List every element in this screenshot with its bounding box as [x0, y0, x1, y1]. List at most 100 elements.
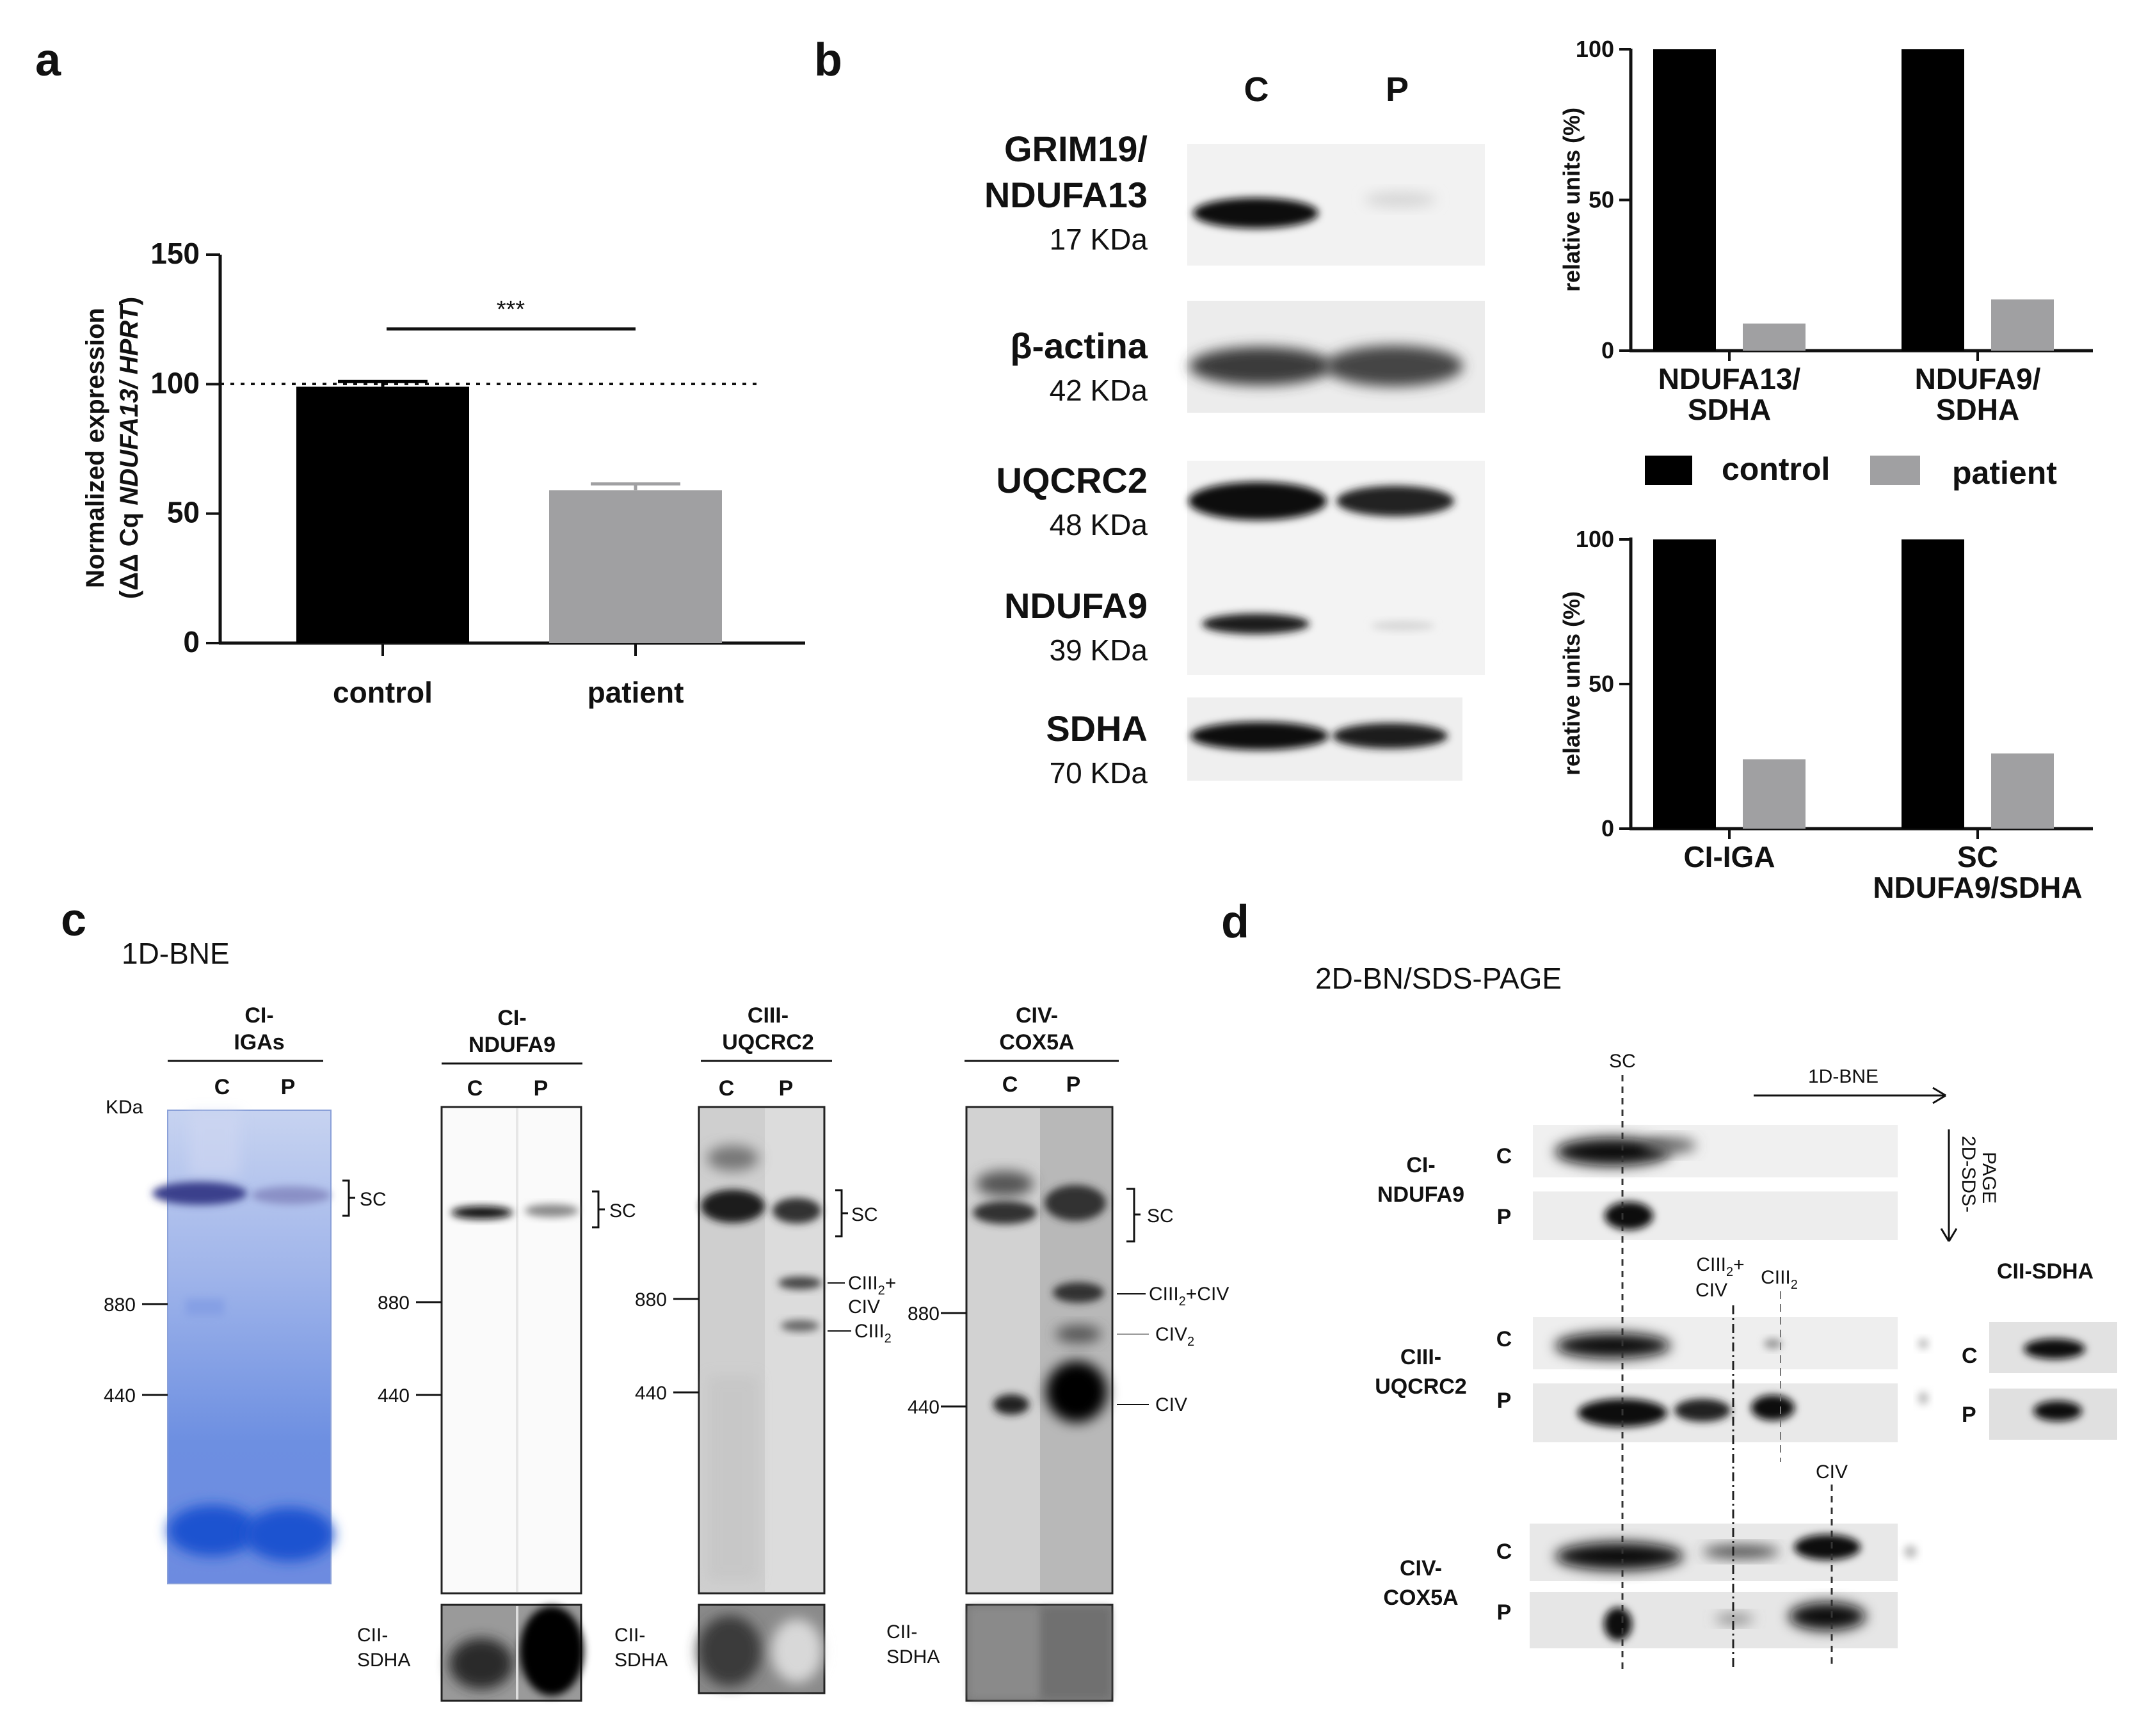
bar-patient	[1743, 759, 1806, 829]
blot-size-actin: 42 KDa	[1050, 374, 1148, 407]
mark-civ: CIV	[1816, 1461, 1848, 1483]
legend-swatch-patient	[1870, 456, 1920, 485]
marker-440: 440	[104, 1385, 136, 1406]
lane-c: C	[719, 1076, 735, 1101]
panel-label-d: d	[1221, 896, 1249, 948]
y-axis-label-line1: Normalized expression	[81, 308, 109, 588]
chart-b-bottom: relative units (%) 0 50 100 CI-IGA SCNDUFA9/…	[1558, 526, 2093, 904]
panel-label-b: b	[814, 35, 842, 86]
band-sc: SC	[851, 1204, 878, 1225]
legend-label-control: control	[1722, 451, 1830, 487]
band-civ2: CIV2	[1155, 1324, 1194, 1349]
blot-ndufa13	[1187, 144, 1485, 266]
lane-c: C	[467, 1076, 483, 1101]
legend-swatch-control	[1645, 456, 1692, 485]
lane-p: P	[779, 1076, 794, 1101]
row-c: C	[1496, 1327, 1512, 1351]
legend: control patient	[1645, 451, 2057, 491]
block-name-line2: NDUFA9	[1377, 1183, 1464, 1207]
x-tick-label: NDUFA9/	[1915, 362, 2041, 395]
blot-name-actin: β-actina	[1010, 326, 1148, 366]
y-axis-label-line2: (ΔΔ Cq NDUFA13/ HPRT)	[115, 297, 143, 599]
panel-label-c: c	[61, 895, 86, 946]
row-c: C	[1496, 1540, 1512, 1564]
marker-880: 880	[635, 1289, 667, 1310]
first-dimension-label: 1D-BNE	[1808, 1066, 1878, 1087]
2d-block-ci-ndufa9: CI- NDUFA9 C P	[1377, 1125, 1898, 1240]
y-tick-label: 0	[1601, 337, 1614, 363]
bar-patient	[1991, 299, 2054, 351]
second-dimension-label-line1: 2D-SDS-	[1958, 1136, 1979, 1213]
band-sc: SC	[1147, 1206, 1174, 1227]
y-tick-label: 150	[150, 237, 200, 270]
gel-title-line1: CI-	[244, 1003, 273, 1028]
loading-label-line2: SDHA	[886, 1646, 940, 1668]
blot-size-sdha: 70 KDa	[1050, 756, 1148, 790]
gel-title-line2: IGAs	[234, 1030, 284, 1055]
bar-control	[1902, 539, 1964, 829]
block-name-line1: CIII-	[1400, 1345, 1441, 1369]
blot-size-uqcrc2: 48 KDa	[1050, 508, 1148, 541]
blot-uqcrc2-ndufa9	[1187, 461, 1485, 675]
2d-block-civ-cox5a: CIV- COX5A CIV C P	[1383, 1461, 1917, 1648]
block-name-line1: CI-	[1406, 1153, 1435, 1177]
lane-p: P	[534, 1076, 549, 1101]
block-name-line2: UQCRC2	[1375, 1374, 1467, 1399]
loading-label-line1: CII-	[614, 1625, 645, 1646]
y-tick-label: 0	[183, 625, 200, 658]
blot-actin	[1187, 301, 1485, 413]
gel-title-line2: NDUFA9	[468, 1033, 556, 1057]
x-tick-label: SDHA	[1936, 393, 2019, 426]
chart-a: *** Normalized expression (ΔΔ Cq NDUFA13…	[81, 237, 805, 709]
legend-label-patient: patient	[1952, 455, 2057, 491]
mark-ciii2: CIII2	[1761, 1267, 1798, 1292]
lane-label-control: C	[1244, 70, 1269, 109]
lane-label-patient: P	[1386, 70, 1409, 109]
2d-block-ciii-uqcrc2: CIII- UQCRC2 C P CIII2+ CIV CIII2 CII-SD…	[1375, 1254, 2117, 1442]
bar-patient	[1743, 323, 1806, 351]
cii-row-c: C	[1962, 1344, 1978, 1368]
band-ciii2: CIII2	[854, 1321, 892, 1346]
marker-880: 880	[908, 1303, 940, 1325]
cii-sdha-label: CII-SDHA	[1997, 1259, 2094, 1284]
mark-ciii2-civ: CIII2+	[1696, 1254, 1744, 1279]
marker-880: 880	[378, 1293, 410, 1314]
cii-row-p: P	[1962, 1403, 1976, 1427]
bar-patient	[1991, 753, 2054, 829]
y-tick-label: 50	[1589, 187, 1614, 213]
x-tick-label: NDUFA9/SDHA	[1873, 871, 2082, 904]
y-axis-label: relative units (%)	[1558, 591, 1585, 776]
chart-b-top: relative units (%) 050100NDUFA13/SDHANDU…	[1558, 36, 2093, 426]
band-ciii2-civ: CIII2+	[848, 1273, 896, 1298]
blot-size-ndufa13: 17 KDa	[1050, 223, 1148, 256]
chart-a-marks: 0 50 100 150 control patient	[150, 237, 722, 709]
lane-c: C	[214, 1075, 230, 1099]
lane-p: P	[281, 1075, 296, 1099]
band-sc: SC	[609, 1200, 636, 1222]
y-tick-label: 100	[1576, 526, 1614, 552]
x-tick-label: NDUFA13/	[1658, 362, 1801, 395]
block-name-line1: CIV-	[1400, 1556, 1442, 1581]
y-tick-label: 100	[1576, 36, 1614, 62]
blot-sdha	[1187, 697, 1462, 781]
gel-title-line2: COX5A	[999, 1030, 1074, 1055]
bar-control	[1653, 539, 1716, 829]
gel-title-line1: CIV-	[1016, 1003, 1058, 1028]
x-tick-label-patient: patient	[588, 676, 684, 709]
loading-label-line1: CII-	[357, 1625, 388, 1646]
gel-title-line1: CIII-	[748, 1003, 789, 1028]
x-tick-label: SC	[1957, 840, 1998, 873]
mark-ciii2-civ-line2: CIV	[1695, 1280, 1727, 1301]
bar-control	[1653, 49, 1716, 351]
lane-p: P	[1066, 1072, 1081, 1097]
bar-patient	[549, 490, 722, 643]
gel-civ-cox5a: CIV- COX5A C P 880 440 SC CIII2+CIV CIV2	[886, 1003, 1229, 1702]
y-tick-label: 50	[1589, 671, 1614, 697]
bar-control	[1902, 49, 1964, 351]
panel-c-subtitle: 1D-BNE	[122, 937, 230, 970]
row-p: P	[1497, 1389, 1512, 1413]
marker-440: 440	[908, 1397, 940, 1418]
lane-c: C	[1002, 1072, 1018, 1097]
